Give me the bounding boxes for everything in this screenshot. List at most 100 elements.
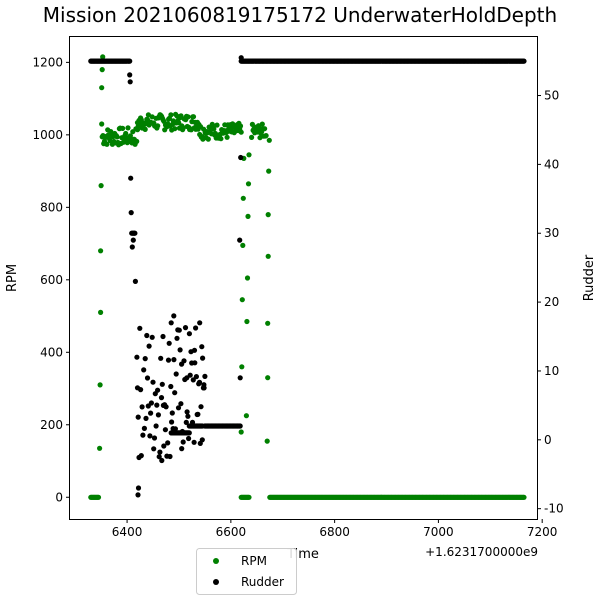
rudder-point (201, 382, 207, 388)
rudder-point (165, 440, 171, 446)
x-tick-label: 7000 (423, 525, 454, 539)
rpm-point (265, 212, 271, 218)
rudder-point (184, 375, 190, 381)
legend-marker-rudder (213, 579, 219, 585)
rudder-point (178, 401, 184, 407)
rudder-point (202, 373, 208, 379)
rpm-point (205, 136, 211, 142)
rpm-point (224, 134, 230, 140)
rpm-point (240, 242, 246, 248)
rudder-point (160, 402, 166, 408)
rudder-point (169, 410, 175, 416)
rpm-point (246, 494, 252, 500)
rudder-point (179, 446, 185, 452)
rudder-point (135, 492, 141, 498)
rpm-point (249, 134, 255, 140)
y-axis-right-ticks: -10 0 10 20 30 40 50 (537, 89, 564, 516)
rpm-point (168, 112, 174, 118)
rpm-point (239, 364, 245, 370)
rudder-point (199, 437, 205, 443)
rpm-point (266, 137, 272, 143)
rpm-point (98, 183, 104, 189)
y-left-tick-label: 200 (40, 418, 63, 432)
rpm-point (245, 213, 251, 219)
y-axis-left-label: RPM (5, 264, 20, 292)
rudder-point (175, 405, 182, 411)
rudder-point (168, 383, 174, 390)
rpm-point (107, 138, 113, 144)
rpm-point (237, 123, 244, 129)
y-right-tick-label: 10 (544, 364, 559, 378)
rudder-point (142, 356, 148, 362)
rudder-point (238, 154, 244, 161)
rudder-point (158, 395, 165, 401)
rudder-point (195, 411, 201, 417)
rudder-point (144, 375, 151, 381)
rudder-point (191, 439, 197, 445)
rudder-point (171, 357, 177, 363)
y-right-tick-label: -10 (544, 502, 564, 516)
rudder-point (153, 423, 159, 429)
y-right-tick-label: 20 (544, 295, 559, 309)
rudder-point (137, 325, 143, 331)
rudder-point (127, 58, 133, 64)
y-left-tick-label: 400 (40, 345, 63, 359)
rudder-point (129, 244, 135, 250)
rpm-point (265, 253, 271, 259)
rpm-point (98, 248, 104, 254)
rpm-point (95, 494, 102, 500)
rpm-point (263, 133, 269, 139)
rudder-point (196, 379, 203, 385)
rudder-point (179, 361, 185, 367)
rudder-point (139, 404, 145, 410)
rpm-point (104, 141, 110, 147)
plot-frame (69, 36, 538, 520)
rudder-point (173, 371, 179, 377)
legend-label-rpm: RPM (241, 554, 267, 568)
rudder-point (160, 333, 166, 340)
rpm-point (239, 297, 245, 303)
rpm-point (125, 125, 131, 131)
rudder-point (134, 354, 140, 360)
rpm-point (97, 382, 103, 388)
rpm-point (120, 125, 126, 131)
rpm-point (127, 133, 133, 139)
rpm-point (100, 54, 106, 60)
rudder-point (138, 387, 144, 393)
rpm-point (190, 114, 197, 120)
rudder-point (161, 443, 167, 449)
rudder-point (144, 332, 150, 339)
rudder-point (141, 425, 147, 431)
x-tick-label: 6800 (319, 525, 350, 539)
rudder-point (147, 433, 153, 439)
rudder-point (200, 355, 206, 361)
x-axis-ticks: 6400 6600 6800 7000 7200 (112, 519, 557, 539)
rudder-point (171, 313, 177, 319)
rpm-point (99, 121, 105, 127)
rudder-point (156, 454, 162, 460)
rudder-point (180, 439, 186, 445)
rpm-point (185, 114, 191, 120)
rudder-point (154, 402, 160, 408)
rudder-point (172, 390, 178, 396)
rudder-point (184, 409, 190, 415)
rudder-point (155, 387, 161, 393)
chart-title: Mission 2021060819175172 UnderwaterHoldD… (43, 3, 557, 27)
rudder-point (148, 400, 154, 406)
rpm-point (211, 126, 217, 132)
y-right-tick-label: 50 (544, 89, 559, 103)
rudder-point (131, 230, 137, 236)
legend-box (196, 548, 297, 595)
rpm-point (238, 129, 244, 135)
rudder-point (155, 412, 161, 418)
rudder-point (158, 355, 164, 361)
rudder-point (157, 449, 163, 455)
rudder-point (128, 175, 134, 181)
rudder-point (199, 344, 205, 350)
rpm-point (142, 126, 148, 132)
y-axis-left-ticks: 0 200 400 600 800 1000 1200 (32, 55, 70, 504)
rudder-point (130, 237, 136, 243)
rudder-point (168, 320, 174, 326)
rudder-point (176, 327, 182, 333)
rpm-point (97, 445, 103, 451)
